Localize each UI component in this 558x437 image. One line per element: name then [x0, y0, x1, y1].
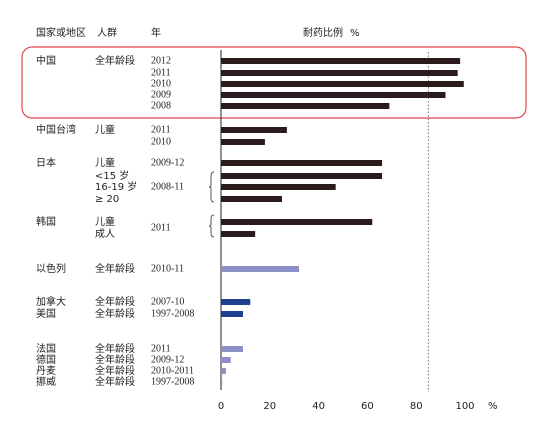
country-label: 中国 — [36, 54, 56, 67]
country-label: 加拿大 — [36, 295, 66, 308]
bar — [221, 173, 383, 179]
bar — [221, 299, 251, 305]
year-label: 2009 — [151, 89, 171, 100]
year-label: 2010 — [151, 136, 171, 147]
group-label: 16-19 岁 — [95, 180, 137, 193]
brace — [208, 214, 215, 238]
x-tick-label: 80 — [410, 401, 423, 412]
bar — [221, 81, 464, 87]
year-label: 2011 — [151, 343, 171, 354]
country-label: 挪威 — [36, 375, 56, 388]
x-tick-label: 100 — [455, 401, 474, 412]
group-label: 全年龄段 — [95, 295, 135, 308]
country-label: 法国 — [36, 342, 56, 355]
country-label: 美国 — [36, 307, 56, 320]
bar — [221, 139, 265, 145]
group-label: 全年龄段 — [95, 364, 135, 377]
highlight-box — [21, 46, 527, 119]
country-label: 德国 — [36, 353, 56, 366]
bar — [221, 184, 336, 190]
country-label: 韩国 — [36, 215, 56, 228]
group-label: 全年龄段 — [95, 54, 135, 67]
group-label: <15 岁 — [95, 169, 129, 182]
group-label: 全年龄段 — [95, 262, 135, 275]
group-label: ≥ 20 — [95, 194, 119, 205]
bar — [221, 127, 287, 133]
bar — [221, 231, 256, 237]
x-tick-label: 20 — [263, 401, 276, 412]
year-label: 2012 — [151, 55, 171, 66]
bar — [221, 379, 223, 385]
bar — [221, 92, 446, 98]
bar — [221, 70, 458, 76]
group-label: 全年龄段 — [95, 307, 135, 320]
group-label: 全年龄段 — [95, 353, 135, 366]
header-value: 耐药比例 — [303, 26, 343, 39]
year-label: 2011 — [151, 222, 171, 233]
bar — [221, 160, 383, 166]
group-label: 全年龄段 — [95, 375, 135, 388]
year-label: 2011 — [151, 67, 171, 78]
bar — [221, 357, 231, 363]
axis-unit: % — [488, 401, 498, 412]
country-label: 中国台湾 — [36, 123, 76, 136]
year-label: 2010-2011 — [151, 365, 194, 376]
x-tick-label: 0 — [218, 401, 224, 412]
bar — [221, 196, 282, 202]
bar — [221, 346, 243, 352]
group-label: 儿童 — [95, 215, 115, 228]
header-unit: % — [350, 28, 360, 39]
header-group: 人群 — [97, 26, 117, 39]
year-label: 2011 — [151, 124, 171, 135]
group-label: 儿童 — [95, 123, 115, 136]
group-label: 儿童 — [95, 156, 115, 169]
year-label: 2009-12 — [151, 157, 184, 168]
country-label: 日本 — [36, 156, 56, 169]
country-label: 以色列 — [36, 262, 66, 275]
country-label: 丹麦 — [36, 365, 56, 377]
group-label: 成人 — [95, 228, 115, 240]
bar — [221, 311, 243, 317]
brace — [208, 171, 215, 203]
year-label: 2010-11 — [151, 263, 184, 274]
bar — [221, 266, 300, 272]
year-label: 2009-12 — [151, 354, 184, 365]
bar — [221, 58, 461, 64]
bar — [221, 219, 373, 225]
bar — [221, 368, 226, 374]
x-tick-label: 40 — [312, 401, 325, 412]
year-label: 2007-10 — [151, 296, 184, 307]
year-label: 2010 — [151, 78, 171, 89]
year-label: 1997-2008 — [151, 376, 194, 387]
year-label: 1997-2008 — [151, 308, 194, 319]
x-tick-label: 60 — [361, 401, 374, 412]
group-label: 全年龄段 — [95, 342, 135, 355]
year-label: 2008-11 — [151, 181, 184, 192]
header-country: 国家或地区 — [36, 26, 86, 39]
bar — [221, 103, 390, 109]
year-label: 2008 — [151, 100, 171, 111]
header-year: 年 — [151, 26, 161, 39]
